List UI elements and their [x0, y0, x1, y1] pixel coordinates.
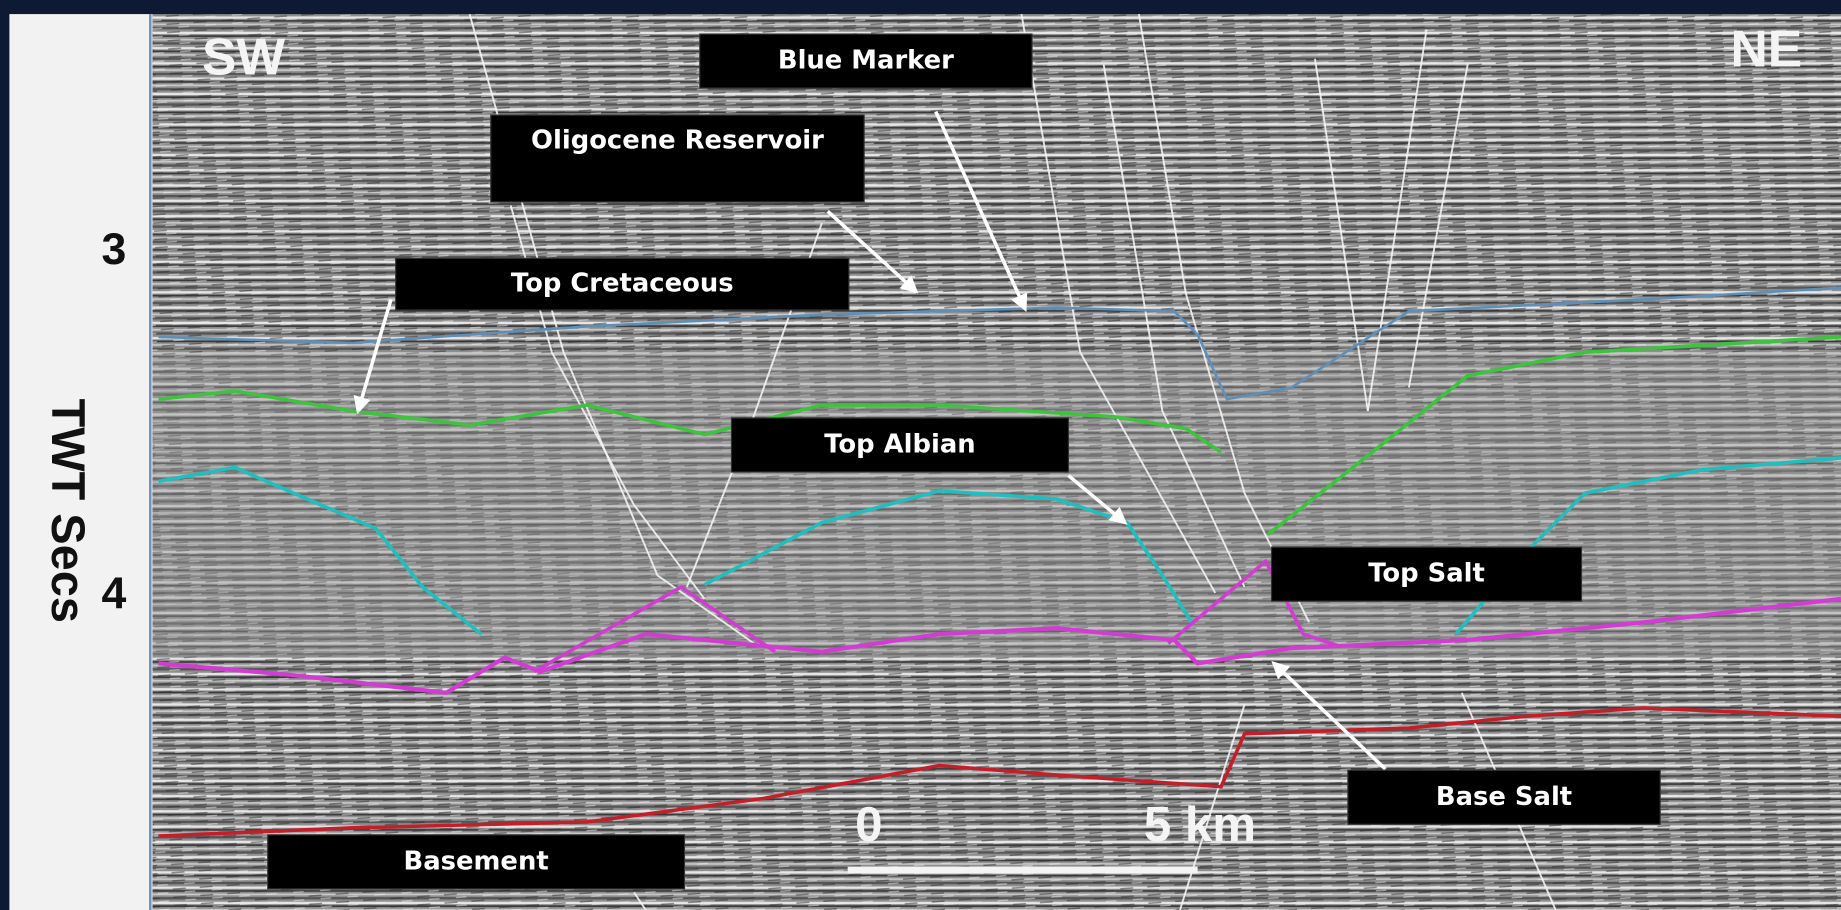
fault-line [1020, 13, 1217, 594]
pointer-arrow [934, 110, 1028, 313]
fault-line [1179, 704, 1246, 910]
horizon-line [703, 489, 1194, 624]
horizon-line [1167, 558, 1340, 648]
label-text: Basement [404, 846, 549, 876]
label-box [490, 114, 865, 203]
label-text: Top Albian [824, 430, 975, 460]
scale-end: 5 km [1144, 797, 1256, 852]
horizon-line [158, 465, 483, 636]
direction-left: SW [202, 28, 285, 86]
seismic-chaotic-zone [152, 352, 1841, 658]
horizon-line [533, 585, 776, 674]
direction-right: NE [1730, 19, 1802, 77]
horizon-line [158, 706, 1841, 838]
label-box [1270, 546, 1583, 602]
label-box [267, 834, 686, 890]
fault-line [633, 891, 647, 910]
label-text: Top Cretaceous [511, 269, 734, 299]
fault-line [1366, 29, 1428, 412]
label-text: Blue Marker [778, 46, 954, 76]
horizon-line [158, 596, 1841, 695]
label-box [730, 417, 1070, 473]
label-text: Oligocene Reservoir [531, 125, 824, 155]
pointer-arrow [1067, 474, 1128, 525]
label-box [699, 33, 1033, 89]
fault-line [1314, 58, 1369, 412]
overlays: Blue Marker Oligocene Reservoir Top Cretac… [42, 13, 1841, 910]
horizon-line [158, 389, 1223, 454]
horizon-line [1266, 335, 1841, 536]
label-box [1347, 769, 1661, 825]
y-tick-label: 3 [101, 225, 126, 274]
axis-panel [9, 14, 153, 910]
scale-bar [847, 866, 1198, 874]
fault-line [1102, 64, 1246, 588]
label-box [395, 257, 850, 311]
label-text: Base Salt [1436, 782, 1572, 812]
pointer-arrow [1271, 660, 1387, 771]
scale-start: 0 [855, 797, 882, 852]
axis-title: TWT Secs [42, 399, 95, 623]
pointer-arrow [826, 210, 919, 294]
horizon-line [158, 286, 1841, 401]
label-text: Top Salt [1368, 559, 1485, 589]
y-tick-label: 4 [101, 569, 126, 618]
pointer-arrow [353, 298, 393, 415]
fault-line [1408, 64, 1469, 388]
